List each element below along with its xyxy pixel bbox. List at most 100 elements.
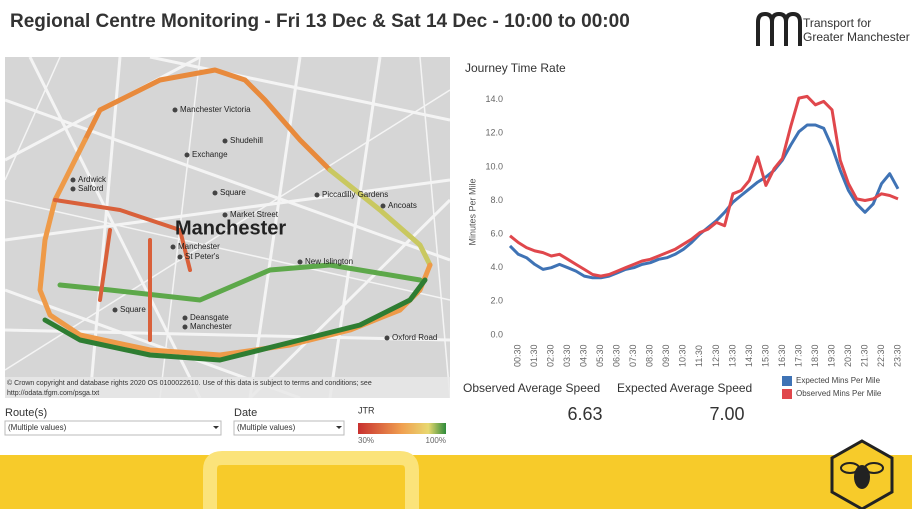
map-label: Ardwick <box>78 175 107 184</box>
x-tick-label: 12:30 <box>711 344 721 367</box>
legend-swatch <box>782 389 792 399</box>
y-tick-label: 4.0 <box>490 262 503 272</box>
logo-text: Transport for <box>803 16 871 30</box>
map-label: Manchester <box>190 322 232 331</box>
x-tick-label: 21:30 <box>859 344 869 367</box>
routes <box>37 67 433 363</box>
page-title: Regional Centre Monitoring - Fri 13 Dec … <box>10 11 630 32</box>
dropdown-value: (Multiple values) <box>237 423 296 432</box>
map[interactable]: Manchester © Crown copyright and databas… <box>5 57 450 398</box>
x-tick-label: 05:30 <box>595 344 605 367</box>
x-tick-label: 20:30 <box>843 344 853 367</box>
y-tick-label: 10.0 <box>485 161 503 171</box>
map-marker <box>184 152 190 158</box>
x-tick-label: 14:30 <box>744 344 754 367</box>
y-tick-label: 6.0 <box>490 229 503 239</box>
copyright: © Crown copyright and database rights 20… <box>7 379 372 387</box>
x-tick-label: 11:30 <box>694 345 704 367</box>
map-label: Oxford Road <box>392 333 437 342</box>
x-tick-label: 10:30 <box>678 344 688 367</box>
map-marker <box>112 307 118 313</box>
x-tick-label: 08:30 <box>645 344 655 367</box>
map-marker <box>182 324 188 330</box>
x-tick-label: 02:30 <box>546 344 556 367</box>
x-tick-label: 07:30 <box>628 344 638 367</box>
copyright: http://odata.tfgm.com/psga.txt <box>7 390 99 397</box>
map-marker <box>182 315 188 321</box>
map-marker <box>314 192 320 198</box>
kpi-label: Expected Average Speed <box>617 381 752 395</box>
x-tick-label: 09:30 <box>661 344 671 367</box>
x-tick-label: 06:30 <box>612 344 622 367</box>
x-tick-label: 18:30 <box>810 344 820 367</box>
filter-label: Date <box>234 407 257 419</box>
kpi-value: 6.63 <box>567 404 602 424</box>
map-label: Salford <box>78 184 103 193</box>
logo: Transport for Greater Manchester <box>756 11 910 46</box>
legend-label: Expected Mins Per Mile <box>796 376 881 385</box>
x-tick-label: 19:30 <box>826 344 836 367</box>
map-marker <box>177 254 183 260</box>
x-tick-label: 15:30 <box>760 344 770 367</box>
legend-label: Observed Mins Per Mile <box>796 389 882 398</box>
map-label: Manchester Victoria <box>180 105 251 114</box>
jtr-min: 30% <box>358 436 374 445</box>
kpi-value: 7.00 <box>709 404 744 424</box>
footer-band <box>0 439 912 509</box>
jtr-scale <box>358 423 446 434</box>
map-marker <box>170 244 176 250</box>
x-tick-label: 01:30 <box>529 344 539 367</box>
map-label: Square <box>120 305 146 314</box>
dropdown-value: (Multiple values) <box>8 423 67 432</box>
x-tick-label: 16:30 <box>777 344 787 367</box>
map-label: Square <box>220 188 246 197</box>
series-line <box>509 94 899 278</box>
map-label: New Islington <box>305 257 353 266</box>
map-marker <box>222 212 228 218</box>
y-tick-label: 14.0 <box>485 94 503 104</box>
map-label: Shudehill <box>230 136 263 145</box>
dropdown-arrow <box>213 426 219 429</box>
map-label: Piccadilly Gardens <box>322 190 388 199</box>
series-line <box>508 123 900 280</box>
x-tick-label: 03:30 <box>562 344 572 367</box>
jtr-max: 100% <box>426 436 446 445</box>
map-city: Manchester <box>175 217 286 239</box>
map-label: Deansgate <box>190 313 229 322</box>
chart-title: Journey Time Rate <box>465 61 566 75</box>
map-marker <box>297 259 303 265</box>
y-axis-title: Minutes Per Mile <box>467 178 477 245</box>
y-tick-label: 12.0 <box>485 128 503 138</box>
map-marker <box>70 177 76 183</box>
map-label: Ancoats <box>388 201 417 210</box>
kpi-label: Observed Average Speed <box>463 381 600 395</box>
date-dropdown[interactable] <box>233 420 345 436</box>
y-tick-label: 2.0 <box>490 296 503 306</box>
map-marker <box>380 203 386 209</box>
filter-label: JTR <box>358 405 375 415</box>
x-tick-label: 00:30 <box>513 344 523 367</box>
map-marker <box>384 335 390 341</box>
map-marker <box>70 186 76 192</box>
x-tick-label: 23:30 <box>892 344 902 367</box>
x-tick-label: 22:30 <box>876 344 886 367</box>
y-tick-label: 0.0 <box>490 329 503 339</box>
x-tick-label: 17:30 <box>793 344 803 367</box>
map-label: Market Street <box>230 210 279 219</box>
map-label: Exchange <box>192 150 228 159</box>
filter-label: Route(s) <box>5 407 47 419</box>
legend-swatch <box>782 376 792 386</box>
x-tick-label: 04:30 <box>579 344 589 367</box>
map-marker <box>222 138 228 144</box>
copyright-bg <box>5 377 450 398</box>
map-marker <box>172 107 178 113</box>
dropdown-arrow <box>336 426 342 429</box>
x-tick-label: 13:30 <box>727 344 737 367</box>
y-tick-label: 8.0 <box>490 195 503 205</box>
logo-text: Greater Manchester <box>803 30 910 44</box>
map-label: St Peter's <box>185 252 219 261</box>
map-marker <box>212 190 218 196</box>
map-label: Manchester <box>178 242 220 251</box>
route-dropdown[interactable] <box>4 420 222 436</box>
